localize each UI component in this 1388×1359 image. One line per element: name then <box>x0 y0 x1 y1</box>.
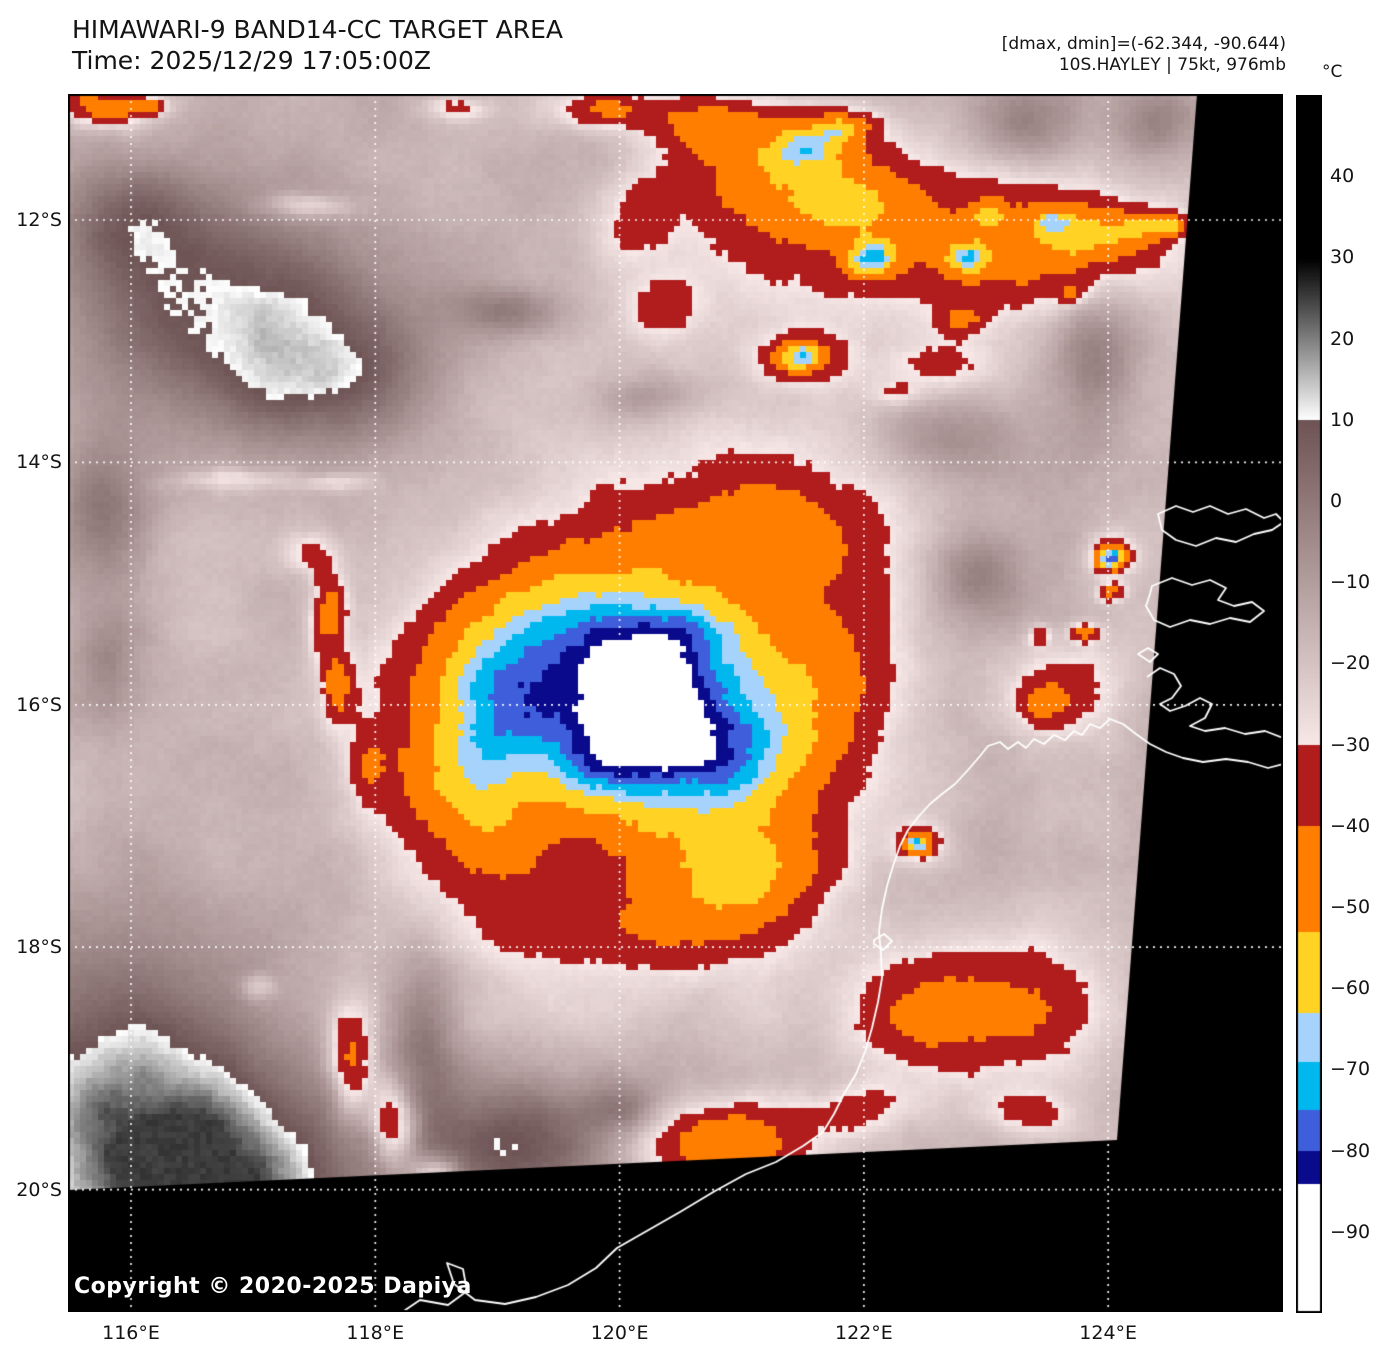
colorbar-tick-label: −60 <box>1330 977 1371 1000</box>
readout-block: [dmax, dmin]=(-62.344, -90.644) 10S.HAYL… <box>1002 34 1286 76</box>
colorbar-tick-label: −10 <box>1330 571 1371 594</box>
colorbar-tick-label: −50 <box>1330 896 1371 918</box>
colorbar-tick-label: −80 <box>1330 1139 1371 1162</box>
y-axis-tick-label: 20°S <box>16 1178 62 1201</box>
timestamp: Time: 2025/12/29 17:05:00Z <box>72 46 431 75</box>
colorbar-tick-label: −90 <box>1330 1220 1371 1243</box>
copyright-watermark: Copyright © 2020-2025 Dapiya <box>74 1274 472 1299</box>
y-axis-tick-label: 14°S <box>16 451 62 474</box>
colorbar-unit-label: °C <box>1322 62 1343 82</box>
map-plot-area <box>68 94 1283 1312</box>
colorbar-tick-label: −30 <box>1330 733 1371 756</box>
colorbar-tick-label: 40 <box>1330 165 1355 188</box>
colorbar-tick-label: −40 <box>1330 814 1371 837</box>
y-axis-tick-label: 16°S <box>16 693 62 716</box>
colorbar-tick-label: 10 <box>1330 408 1355 431</box>
x-axis-tick-label: 118°E <box>346 1322 405 1344</box>
satellite-image-canvas <box>68 94 1283 1312</box>
x-axis-tick-label: 116°E <box>102 1322 160 1344</box>
x-axis-tick-label: 122°E <box>835 1322 893 1344</box>
storm-readout: 10S.HAYLEY | 75kt, 976mb <box>1058 55 1286 75</box>
colorbar-tick-label: −70 <box>1330 1058 1371 1081</box>
x-axis-tick-label: 124°E <box>1079 1322 1138 1344</box>
colorbar-tick-label: −20 <box>1330 652 1371 675</box>
x-axis-tick-label: 120°E <box>590 1322 649 1344</box>
y-axis-tick-label: 12°S <box>16 209 62 231</box>
colorbar-tick-label: 20 <box>1330 327 1355 350</box>
colorbar-tick-label: 0 <box>1330 490 1343 512</box>
y-axis-tick-label: 18°S <box>16 936 62 959</box>
page-title: HIMAWARI-9 BAND14-CC TARGET AREA <box>72 15 564 44</box>
colorbar <box>1296 95 1322 1313</box>
colorbar-tick-label: 30 <box>1330 246 1355 269</box>
dmax-dmin-readout: [dmax, dmin]=(-62.344, -90.644) <box>1001 34 1286 54</box>
